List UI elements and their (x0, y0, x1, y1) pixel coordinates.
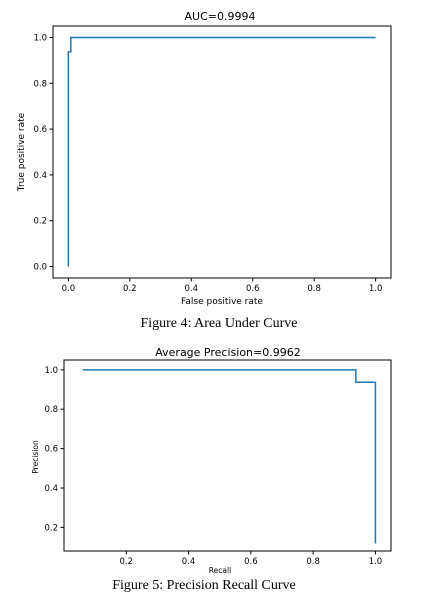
x-axis-label: Recall (209, 566, 231, 575)
x-tick-label: 0.2 (123, 284, 137, 294)
series-line (67, 36, 376, 267)
y-tick-label: 0.2 (33, 217, 47, 227)
x-tick-label: 1.0 (369, 284, 383, 294)
x-tick-label: 0.6 (246, 284, 260, 294)
y-tick-label: 0.6 (44, 445, 58, 455)
y-axis-label: Precision (31, 440, 40, 474)
y-tick-label: 0.6 (33, 125, 47, 135)
y-tick-label: 0.2 (44, 523, 58, 533)
x-axis-label: False positive rate (181, 297, 263, 307)
y-tick-label: 0.8 (44, 405, 58, 415)
figure-caption-4: Figure 4: Area Under Curve (140, 316, 297, 331)
series-line (82, 369, 377, 544)
y-tick-label: 1.0 (33, 33, 47, 43)
x-tick-label: 0.8 (307, 284, 321, 294)
y-axis-ticks: 0.2 0.4 0.6 0.8 1.0 (44, 366, 64, 533)
x-tick-label: 0.2 (120, 557, 134, 567)
x-tick-label: 0.4 (185, 284, 199, 294)
y-tick-label: 0.0 (33, 263, 47, 273)
x-tick-label: 0.0 (62, 284, 76, 294)
x-axis-ticks: 0.0 0.2 0.4 0.6 0.8 1.0 (62, 278, 383, 294)
y-tick-label: 0.4 (44, 484, 58, 494)
x-axis-ticks: 0.2 0.4 0.6 0.8 1.0 (120, 551, 383, 567)
plot-frame (52, 25, 392, 279)
y-tick-label: 1.0 (44, 366, 58, 376)
roc-series (67, 36, 376, 267)
figure-caption-5: Figure 5: Precision Recall Curve (112, 578, 296, 593)
precision-recall-series (82, 369, 377, 544)
y-tick-label: 0.8 (33, 79, 47, 89)
y-axis-ticks: 0.0 0.2 0.4 0.6 0.8 1.0 (33, 33, 53, 273)
x-tick-label: 0.8 (306, 557, 320, 567)
chart-title: AUC=0.9994 (185, 10, 256, 23)
chart-title: Average Precision=0.9962 (155, 346, 300, 359)
y-tick-label: 0.4 (33, 171, 47, 181)
x-tick-label: 1.0 (369, 557, 383, 567)
x-tick-label: 0.4 (182, 557, 196, 567)
roc-chart: AUC=0.9994 0.0 0.2 0.4 0.6 0.8 1.0 0.00.20.40… (17, 10, 392, 307)
precision-recall-chart: Average Precision=0.9962 0.2 0.4 0.6 0.8 1.0… (31, 346, 392, 575)
x-tick-label: 0.6 (244, 557, 258, 567)
y-axis-label: True positive rate (17, 112, 27, 192)
plot-frame (63, 359, 392, 552)
